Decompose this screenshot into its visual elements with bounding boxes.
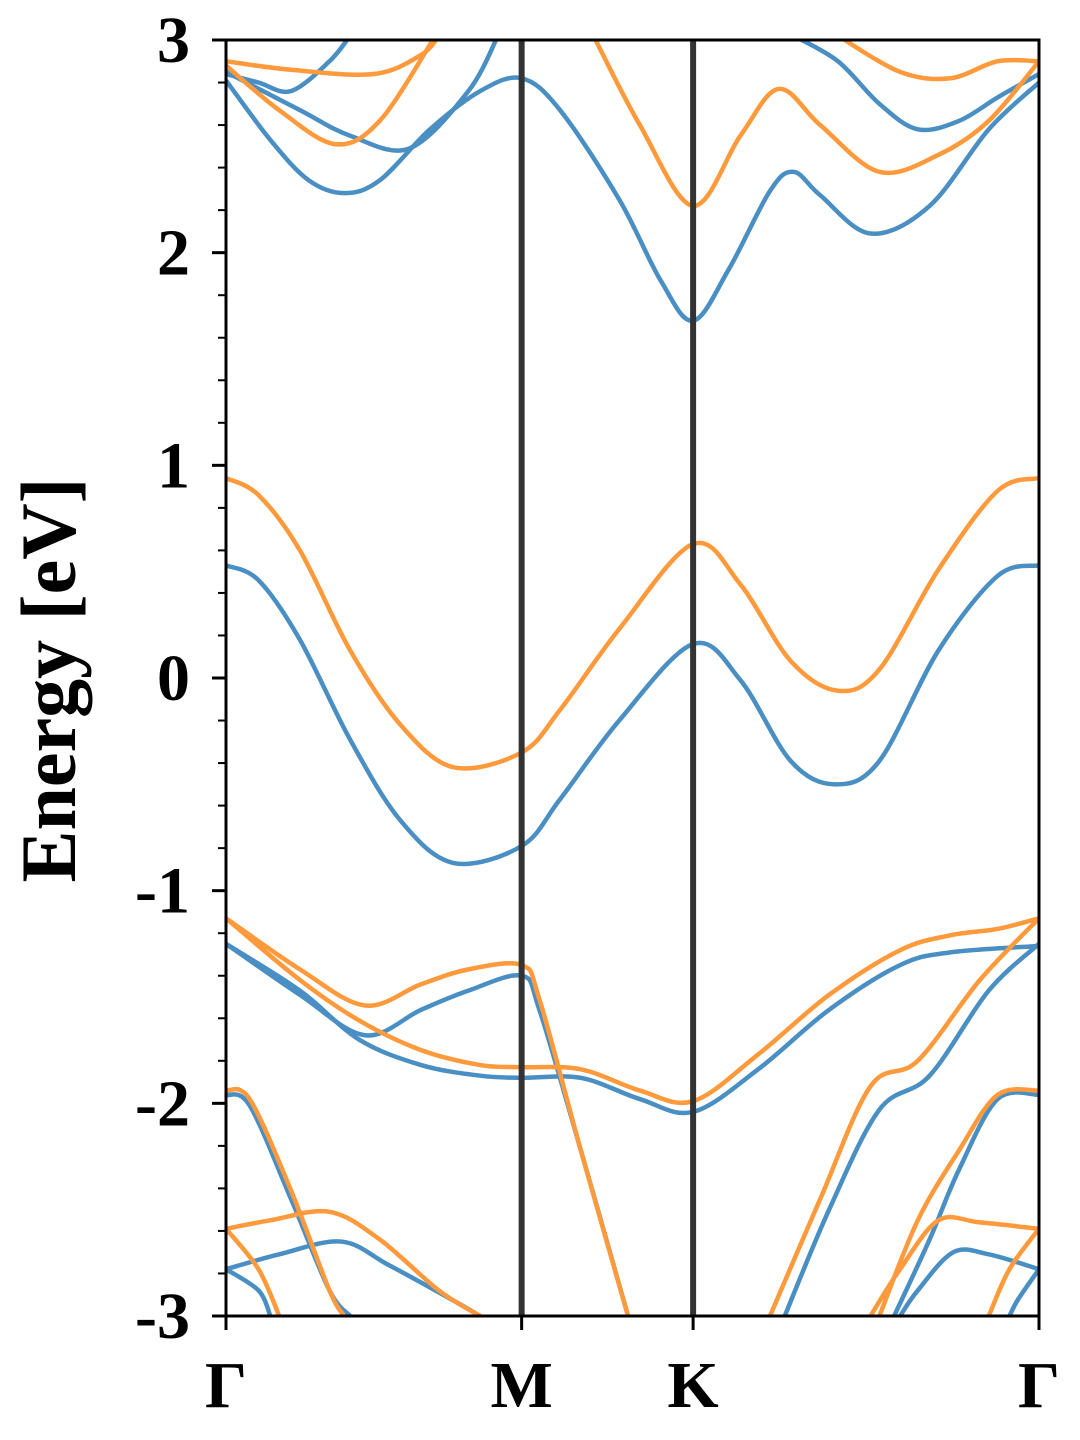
band-line-series1-3 bbox=[226, 40, 439, 77]
band-line-series0-0 bbox=[226, 563, 1039, 867]
y-axis-label: Energy [eV] bbox=[5, 477, 92, 882]
plot-frame bbox=[224, 38, 1041, 1318]
x-tick-label: K bbox=[667, 1349, 718, 1422]
band-line-series1-1 bbox=[593, 40, 1039, 209]
band-line-series1-7 bbox=[767, 916, 1039, 1316]
band-line-series1-0 bbox=[226, 475, 1039, 771]
y-tick-label: 1 bbox=[157, 429, 190, 502]
band-line-series0-3 bbox=[226, 40, 350, 95]
band-line-series0-11 bbox=[226, 1267, 273, 1316]
band-line-series1-8 bbox=[226, 1086, 347, 1316]
y-tick-label: 3 bbox=[157, 4, 190, 77]
y-tick-label: -1 bbox=[135, 855, 190, 928]
x-tick-label: Γ bbox=[1018, 1349, 1060, 1422]
y-tick-label: 2 bbox=[157, 217, 190, 290]
x-tick-label: M bbox=[490, 1349, 552, 1422]
band-line-series0-7 bbox=[782, 942, 1039, 1316]
band-line-series1-13 bbox=[986, 1227, 1039, 1316]
band-line-series1-10 bbox=[226, 1208, 482, 1316]
band-line-series1-2 bbox=[226, 40, 435, 147]
band-line-series0-12 bbox=[898, 1247, 1039, 1316]
band-line-series0-4 bbox=[796, 40, 1039, 133]
high-symmetry-lines bbox=[518, 40, 697, 1316]
band-line-series0-5 bbox=[226, 941, 631, 1316]
band-line-series0-9 bbox=[892, 1090, 1039, 1316]
y-axis: 3 2 1 0 -1 -2 -3 bbox=[135, 4, 226, 1353]
band-line-series1-5 bbox=[226, 916, 631, 1316]
band-line-series1-11 bbox=[226, 1227, 282, 1316]
bands-layer bbox=[226, 40, 1039, 1316]
band-line-series1-6 bbox=[226, 916, 1039, 1106]
band-line-series1-9 bbox=[877, 1086, 1039, 1316]
band-line-series1-12 bbox=[868, 1214, 1039, 1316]
band-line-series0-6 bbox=[226, 941, 1039, 1116]
y-tick-label: -3 bbox=[135, 1280, 190, 1353]
y-tick-label: 0 bbox=[157, 642, 190, 715]
x-tick-label: Γ bbox=[205, 1349, 247, 1422]
band-line-series0-13 bbox=[1007, 1267, 1039, 1316]
y-tick-label: -2 bbox=[135, 1067, 190, 1140]
band-line-series0-2 bbox=[226, 40, 499, 153]
band-line-series0-1 bbox=[226, 75, 1039, 323]
band-line-series1-4 bbox=[840, 40, 1039, 82]
